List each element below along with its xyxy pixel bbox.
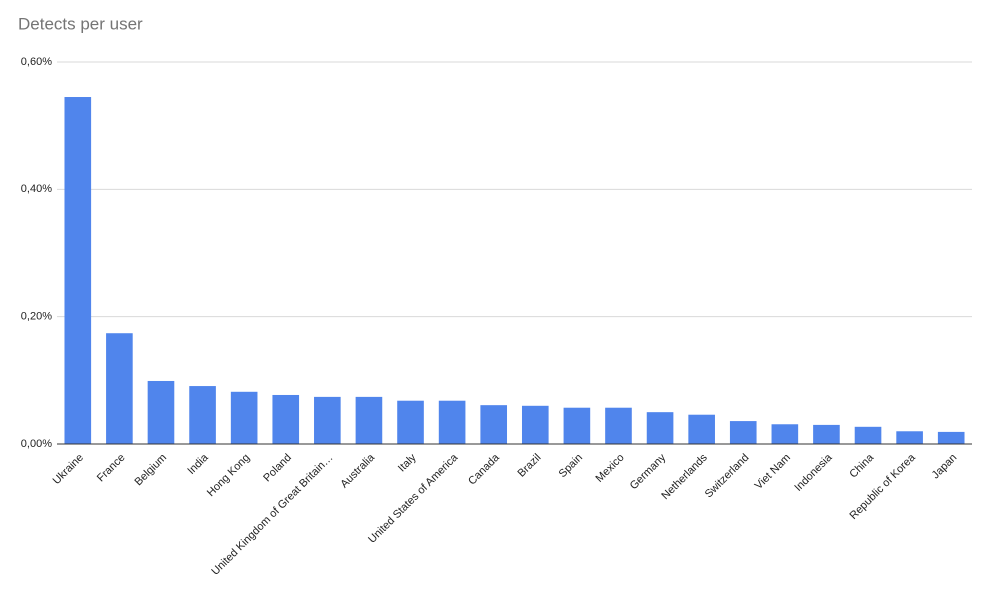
x-tick-label: Canada xyxy=(466,451,502,487)
bar xyxy=(397,400,424,444)
bar xyxy=(272,394,300,444)
y-tick-label: 0,60% xyxy=(21,56,52,68)
x-tick-label: France xyxy=(95,452,128,485)
x-tick-label: Italy xyxy=(396,451,419,474)
y-tick-label: 0,20% xyxy=(21,311,52,323)
bar xyxy=(480,405,508,444)
bar xyxy=(521,405,549,444)
x-tick-label: Belgium xyxy=(133,452,170,489)
x-tick-label: Ukraine xyxy=(51,452,86,487)
y-tick-label: 0,40% xyxy=(21,183,52,195)
bar xyxy=(646,412,674,444)
x-tick-label: Australia xyxy=(338,451,377,490)
bar xyxy=(230,391,258,444)
x-tick-label: Poland xyxy=(261,452,294,485)
x-tick-label: Spain xyxy=(557,452,585,480)
bar xyxy=(605,407,632,444)
x-tick-label: Indonesia xyxy=(792,451,835,494)
bar xyxy=(771,424,799,444)
x-tick-label: Germany xyxy=(628,451,669,492)
bar xyxy=(189,386,216,444)
bar xyxy=(937,431,965,444)
bar xyxy=(563,407,591,444)
x-tick-label: Hong Kong xyxy=(205,452,252,499)
chart-title: Detects per user xyxy=(18,14,143,33)
bar xyxy=(688,414,715,444)
bar xyxy=(147,380,175,444)
x-tick-label: Brazil xyxy=(516,452,544,480)
x-tick-label: Japan xyxy=(930,452,960,482)
x-tick-label: Switzerland xyxy=(703,452,752,501)
x-tick-label: Viet Nam xyxy=(753,452,793,492)
x-tick-label: India xyxy=(185,451,211,477)
bar xyxy=(854,426,882,444)
x-tick-label: China xyxy=(847,451,876,480)
y-tick-label: 0,00% xyxy=(21,438,52,450)
bar xyxy=(64,97,92,445)
bar xyxy=(438,400,466,444)
bar xyxy=(355,396,383,444)
bar xyxy=(314,396,341,444)
bar xyxy=(106,333,133,444)
bar xyxy=(729,421,757,444)
bar xyxy=(813,424,840,444)
x-tick-label: Mexico xyxy=(594,452,627,485)
bar xyxy=(896,431,923,444)
